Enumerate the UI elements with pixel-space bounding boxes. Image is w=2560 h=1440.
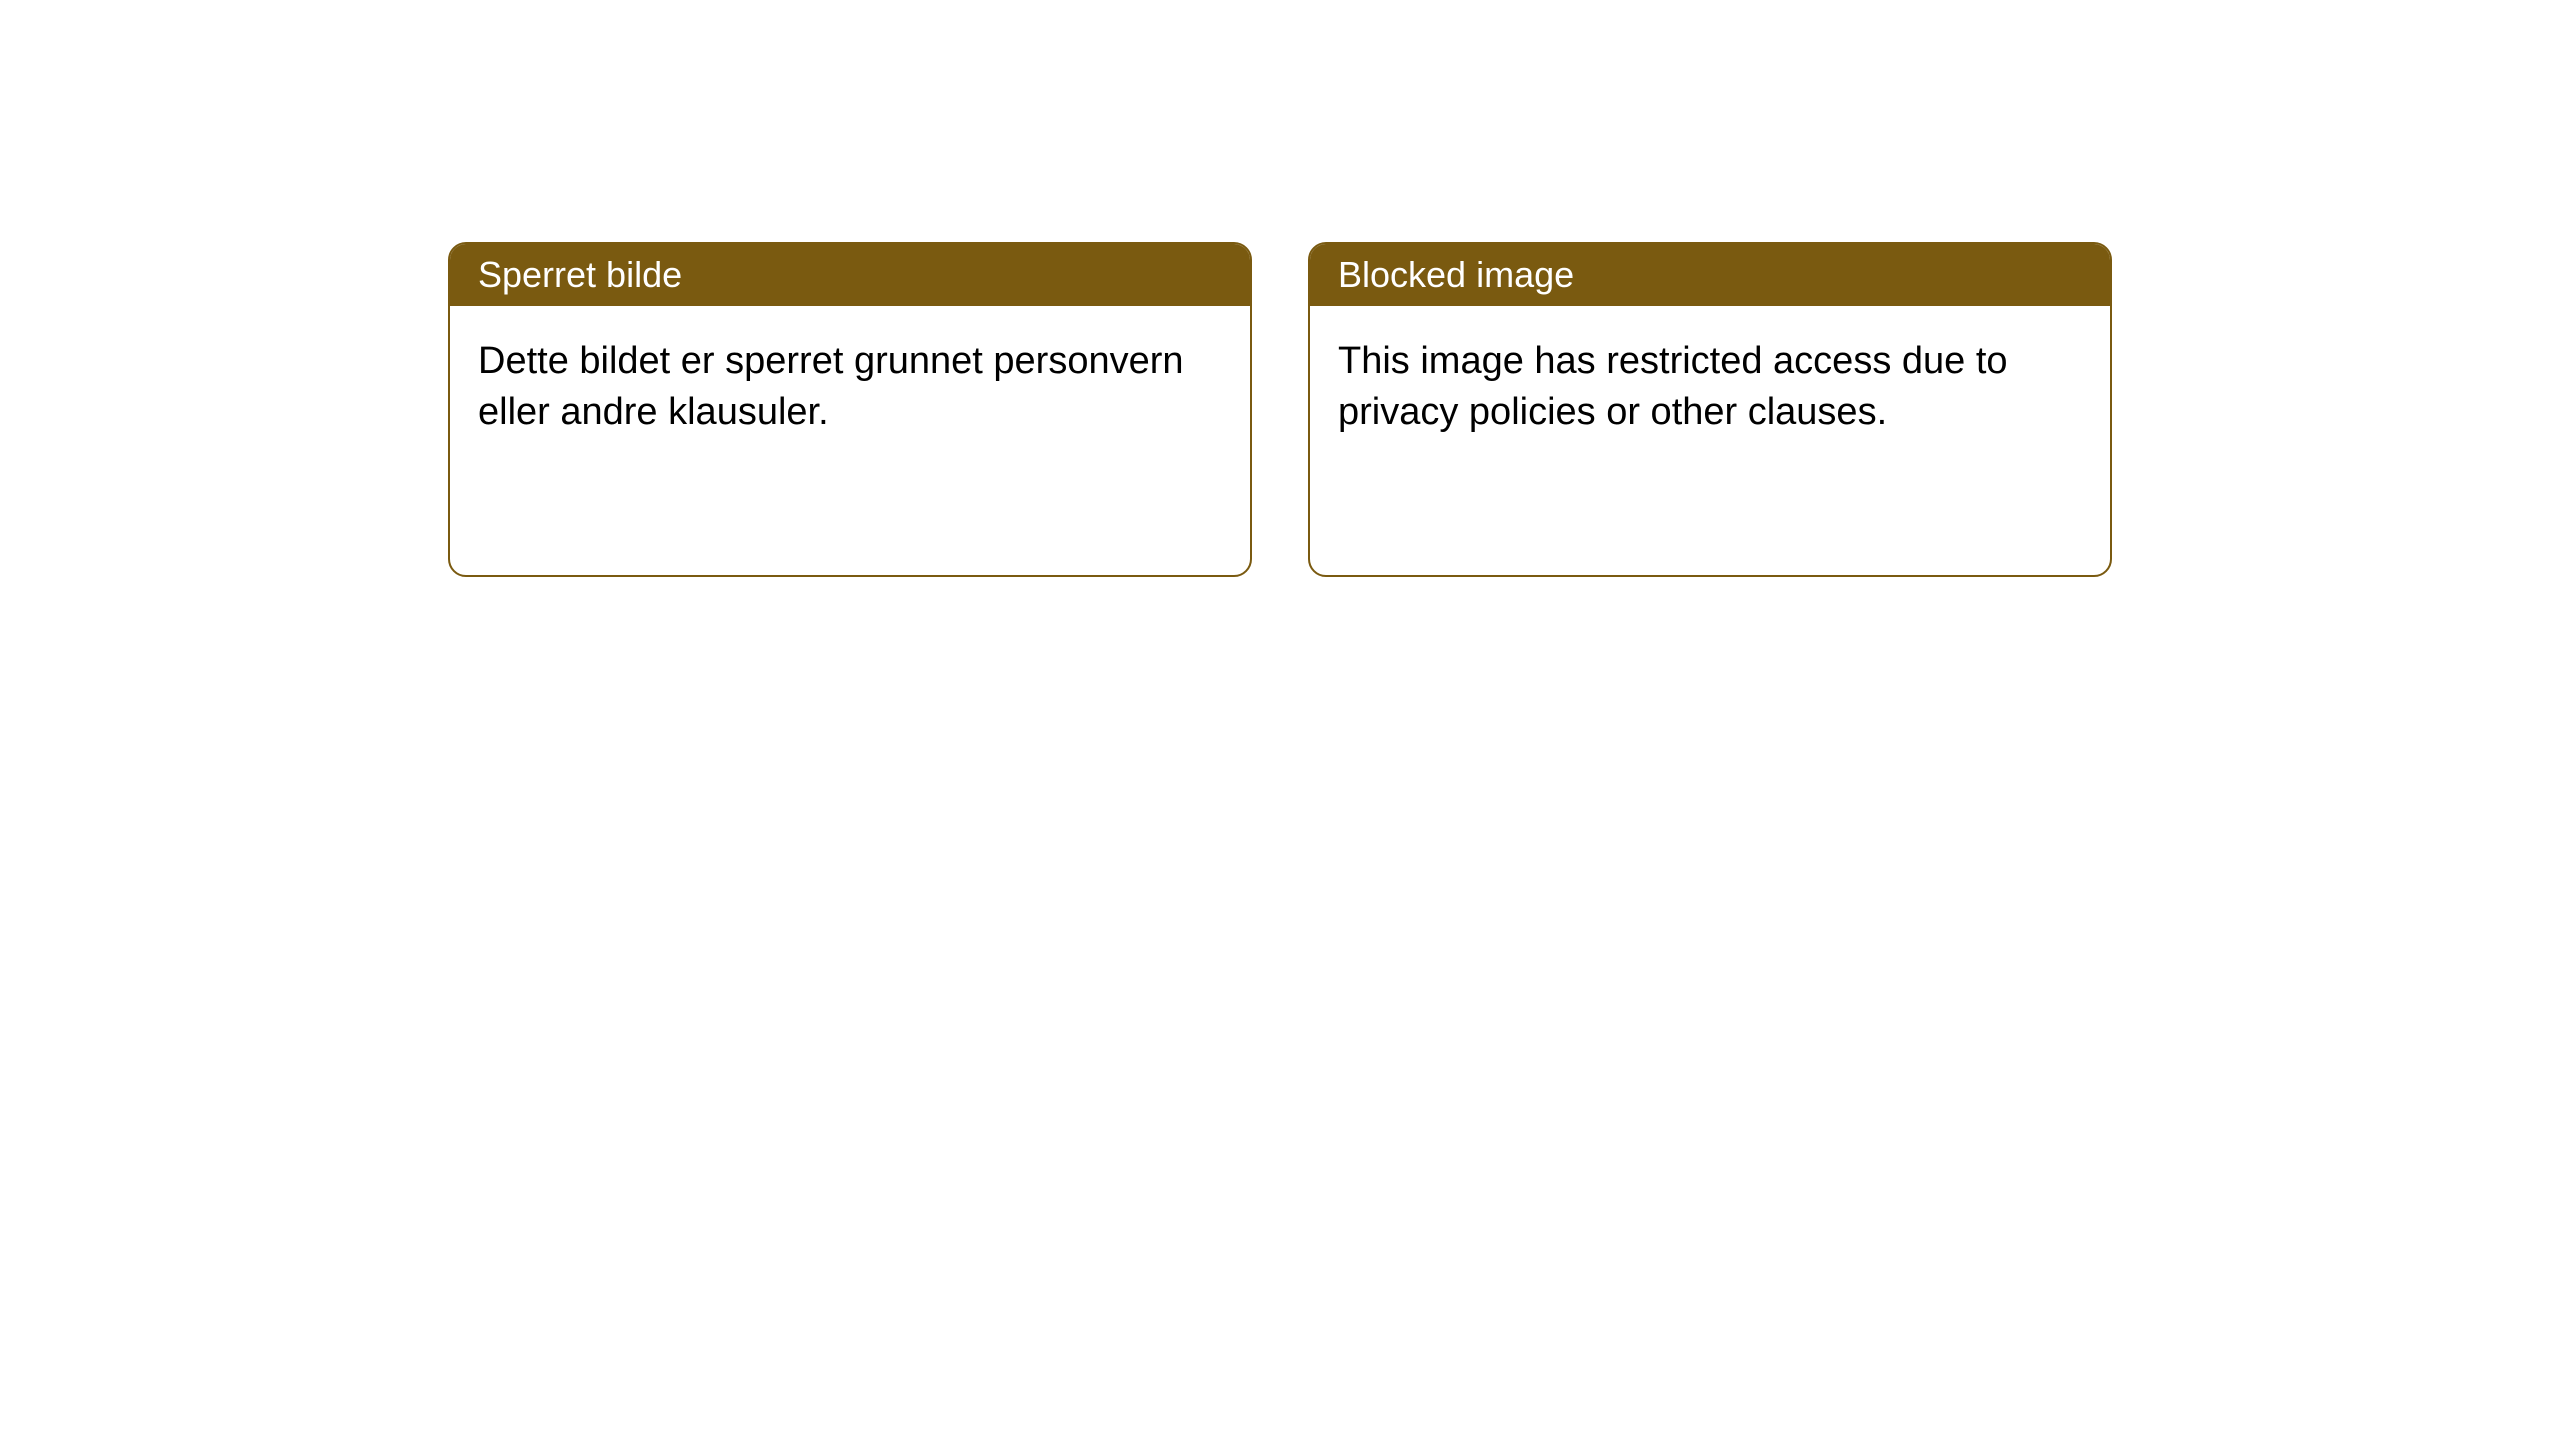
notice-body-norwegian: Dette bildet er sperret grunnet personve… <box>450 306 1250 469</box>
notice-title-english: Blocked image <box>1310 244 2110 306</box>
notice-container: Sperret bilde Dette bildet er sperret gr… <box>448 242 2112 577</box>
notice-box-english: Blocked image This image has restricted … <box>1308 242 2112 577</box>
notice-box-norwegian: Sperret bilde Dette bildet er sperret gr… <box>448 242 1252 577</box>
notice-body-english: This image has restricted access due to … <box>1310 306 2110 469</box>
notice-title-norwegian: Sperret bilde <box>450 244 1250 306</box>
